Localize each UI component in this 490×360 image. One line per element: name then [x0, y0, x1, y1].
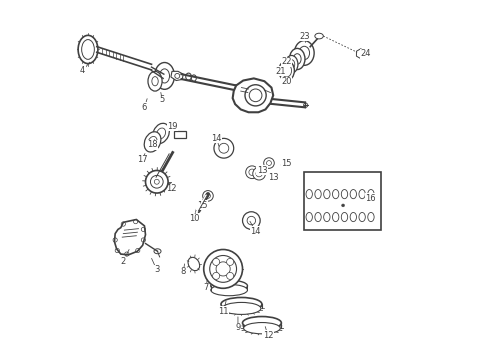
Ellipse shape — [306, 189, 313, 199]
Ellipse shape — [188, 257, 199, 271]
Ellipse shape — [333, 212, 339, 222]
Circle shape — [359, 52, 363, 55]
Ellipse shape — [315, 189, 321, 199]
Text: 23: 23 — [300, 32, 310, 41]
Text: 13: 13 — [257, 166, 267, 175]
Ellipse shape — [214, 138, 234, 158]
Ellipse shape — [279, 61, 294, 81]
Ellipse shape — [342, 212, 348, 222]
Text: 22: 22 — [281, 57, 292, 66]
Text: 15: 15 — [196, 201, 207, 210]
Ellipse shape — [333, 189, 339, 199]
Ellipse shape — [368, 212, 374, 222]
Text: 21: 21 — [275, 67, 286, 76]
Ellipse shape — [243, 316, 281, 329]
Ellipse shape — [294, 41, 314, 66]
Circle shape — [204, 249, 243, 288]
Circle shape — [146, 171, 168, 193]
Ellipse shape — [350, 189, 357, 199]
Text: 16: 16 — [365, 194, 375, 203]
Text: 12: 12 — [166, 184, 176, 193]
Ellipse shape — [155, 63, 174, 89]
Text: 19: 19 — [168, 122, 178, 131]
Circle shape — [216, 262, 230, 276]
Ellipse shape — [359, 212, 366, 222]
Text: 12: 12 — [263, 331, 273, 340]
Polygon shape — [115, 220, 146, 255]
Ellipse shape — [359, 189, 366, 199]
Ellipse shape — [264, 158, 274, 168]
Polygon shape — [171, 71, 183, 81]
Text: 6: 6 — [142, 103, 147, 112]
Text: 3: 3 — [154, 265, 159, 274]
Ellipse shape — [306, 212, 313, 222]
Text: 13: 13 — [268, 173, 278, 182]
Text: 14: 14 — [250, 227, 261, 236]
Circle shape — [210, 256, 237, 282]
Circle shape — [342, 204, 344, 207]
Bar — [174, 131, 186, 138]
Text: 4: 4 — [80, 66, 85, 75]
Ellipse shape — [324, 189, 330, 199]
Ellipse shape — [290, 48, 305, 69]
Ellipse shape — [222, 302, 261, 314]
Ellipse shape — [245, 166, 258, 179]
Ellipse shape — [342, 189, 348, 199]
Text: 10: 10 — [189, 214, 199, 223]
Circle shape — [249, 89, 262, 102]
Ellipse shape — [243, 212, 260, 229]
Ellipse shape — [203, 190, 213, 201]
Circle shape — [245, 85, 266, 106]
Ellipse shape — [285, 55, 298, 73]
Ellipse shape — [221, 297, 262, 311]
Text: 14: 14 — [212, 134, 222, 143]
Ellipse shape — [186, 73, 192, 80]
Ellipse shape — [253, 167, 266, 180]
Text: 9: 9 — [235, 323, 241, 332]
Text: 24: 24 — [361, 49, 371, 58]
Circle shape — [226, 258, 234, 265]
Ellipse shape — [153, 123, 170, 144]
Circle shape — [213, 273, 220, 279]
Ellipse shape — [154, 249, 161, 254]
Ellipse shape — [324, 212, 330, 222]
Text: 8: 8 — [181, 267, 186, 276]
Circle shape — [226, 273, 234, 279]
Text: 15: 15 — [281, 158, 292, 167]
Ellipse shape — [315, 212, 321, 222]
Text: 17: 17 — [137, 155, 147, 164]
Ellipse shape — [148, 71, 162, 91]
Text: 18: 18 — [147, 140, 158, 149]
Ellipse shape — [78, 35, 98, 64]
Ellipse shape — [211, 284, 247, 296]
Text: 7: 7 — [203, 283, 209, 292]
Circle shape — [357, 50, 364, 57]
Bar — [304, 172, 381, 230]
Text: 1: 1 — [243, 80, 247, 89]
Text: 5: 5 — [159, 95, 165, 104]
Text: 20: 20 — [281, 77, 292, 86]
Ellipse shape — [350, 212, 357, 222]
Ellipse shape — [192, 75, 196, 81]
Circle shape — [213, 258, 220, 265]
Text: 11: 11 — [219, 307, 229, 316]
Polygon shape — [356, 49, 365, 59]
Ellipse shape — [244, 323, 280, 334]
Ellipse shape — [211, 280, 247, 292]
Ellipse shape — [144, 132, 161, 152]
Polygon shape — [233, 78, 273, 112]
Ellipse shape — [368, 189, 374, 199]
Text: 2: 2 — [121, 257, 126, 266]
Ellipse shape — [315, 33, 323, 39]
